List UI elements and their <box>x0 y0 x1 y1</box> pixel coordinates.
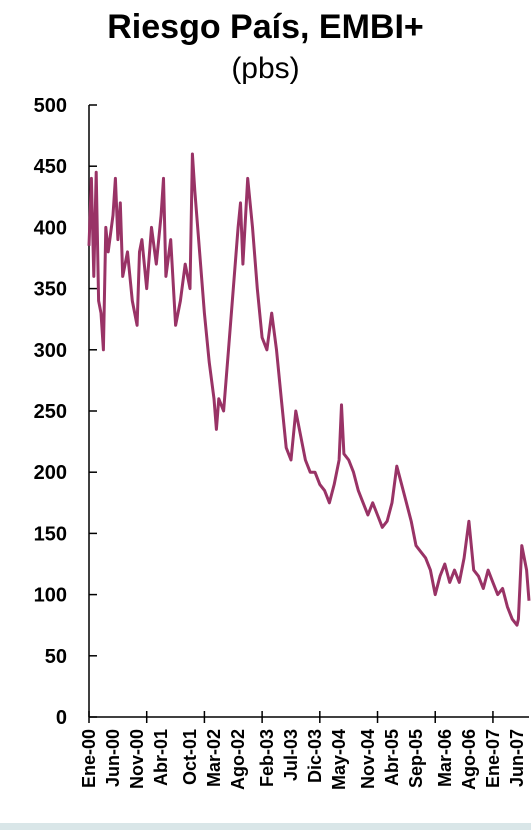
x-tick-label: Ene-07 <box>483 729 503 788</box>
x-tick-label: Dic-03 <box>305 729 325 783</box>
y-tick-label: 500 <box>34 95 67 117</box>
x-tick-label: Mar-02 <box>204 729 224 787</box>
x-tick-group: Ene-00 Jun-00 Nov-00 Abr-01 Oct-01 Mar-02 Ago-… <box>79 711 527 790</box>
y-tick-label: 0 <box>56 707 67 729</box>
x-tick-label: Jun-07 <box>507 729 527 787</box>
y-tick-label: 100 <box>34 585 67 607</box>
x-tick-label: Oct-01 <box>180 729 200 785</box>
y-tick-label: 200 <box>34 462 67 484</box>
x-tick-label: Abr-01 <box>151 729 171 786</box>
x-tick-label: Ago-06 <box>459 729 479 790</box>
x-tick-label: Jun-00 <box>103 729 123 787</box>
x-tick-label: Nov-04 <box>358 729 378 789</box>
bottom-strip <box>0 823 531 830</box>
x-tick-label: Nov-00 <box>127 729 147 789</box>
x-tick-label: Feb-03 <box>257 729 277 787</box>
chart-subtitle: (pbs) <box>231 52 300 85</box>
x-tick-label: Ago-02 <box>228 729 248 790</box>
chart-title: Riesgo País, EMBI+ <box>107 8 424 46</box>
y-tick-label: 450 <box>34 156 67 178</box>
y-tick-label: 250 <box>34 401 67 423</box>
y-tick-label: 300 <box>34 340 67 362</box>
x-tick-label: Sep-05 <box>406 729 426 788</box>
x-tick-label: Abr-05 <box>382 729 402 786</box>
y-tick-label: 400 <box>34 217 67 239</box>
y-tick-label: 350 <box>34 279 67 301</box>
y-tick-group: 0 50 100 150 200 250 300 350 400 450 500 <box>34 95 97 729</box>
y-tick-label: 150 <box>34 523 67 545</box>
series-line <box>87 152 531 627</box>
y-tick-label: 50 <box>45 646 67 668</box>
x-tick-label: Ene-00 <box>79 729 99 788</box>
x-tick-label: Mar-06 <box>435 729 455 787</box>
x-tick-label: Jul-03 <box>281 729 301 781</box>
x-tick-label: May-04 <box>329 729 349 790</box>
